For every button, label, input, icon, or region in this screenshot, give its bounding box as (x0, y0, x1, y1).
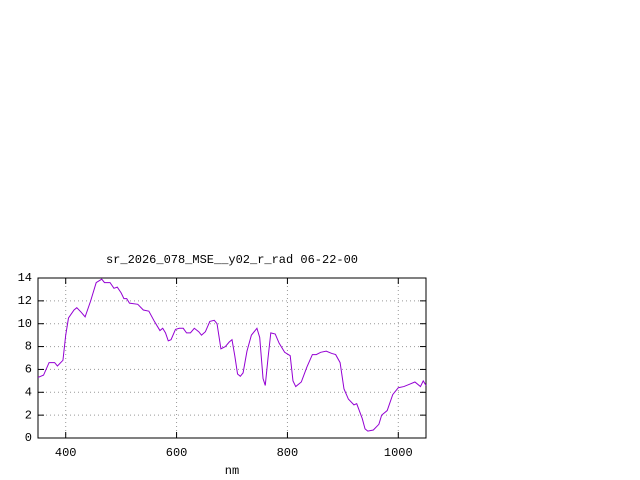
y-tick-label: 2 (25, 408, 32, 422)
y-tick-label: 10 (18, 317, 32, 331)
data-line (37, 278, 427, 432)
y-tick-label: 0 (25, 431, 32, 445)
x-tick-label: 600 (166, 446, 188, 460)
chart-title: sr_2026_078_MSE__y02_r_rad 06-22-00 (106, 253, 358, 267)
y-tick-label: 14 (18, 271, 32, 285)
x-tick-label: 400 (55, 446, 77, 460)
y-tick-label: 6 (25, 363, 32, 377)
y-tick-label: 8 (25, 340, 32, 354)
plot-border (37, 277, 427, 439)
y-tick-label: 4 (25, 385, 32, 399)
x-tick-label: 800 (277, 446, 299, 460)
y-tick-label: 12 (18, 294, 32, 308)
x-axis-label: nm (225, 464, 239, 478)
x-tick-label: 1000 (384, 446, 413, 460)
